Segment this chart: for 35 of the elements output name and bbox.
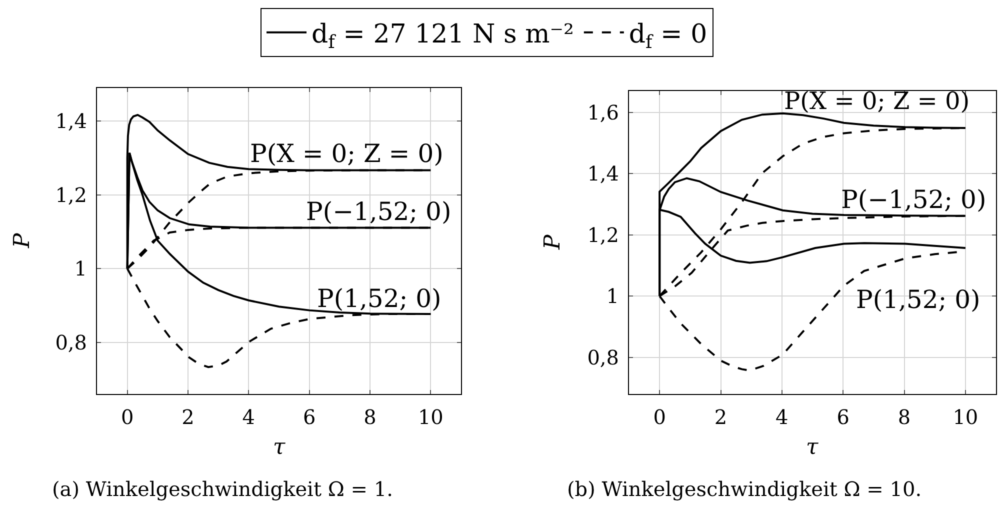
y-tick-label: 1,6 bbox=[587, 100, 619, 124]
annotation: P(−1,52; 0) bbox=[841, 185, 986, 214]
x-axis-title: τ bbox=[273, 435, 286, 460]
x-tick-label: 10 bbox=[952, 405, 978, 429]
x-tick-label: 8 bbox=[898, 405, 911, 429]
legend-label: d$_{f}$ = 0 bbox=[628, 20, 708, 53]
y-tick-label: 1 bbox=[606, 284, 619, 308]
annotation: P(1,52; 0) bbox=[856, 285, 980, 314]
y-tick-label: 1,4 bbox=[587, 162, 619, 186]
x-axis-title: τ bbox=[806, 435, 819, 460]
x-tick-label: 2 bbox=[714, 405, 728, 429]
y-tick-label: 0,8 bbox=[55, 330, 87, 354]
x-tick-label: 8 bbox=[364, 405, 376, 429]
y-axis-title: P bbox=[540, 234, 566, 250]
y-tick-label: 1,4 bbox=[55, 109, 87, 134]
y-axis-title: P bbox=[10, 232, 35, 249]
x-tick-label: 4 bbox=[776, 405, 788, 429]
annotation: P(1,52; 0) bbox=[317, 284, 442, 313]
y-tick-label: 1,2 bbox=[55, 182, 87, 207]
x-tick-label: 4 bbox=[242, 405, 256, 429]
annotation: P(X = 0; Z = 0) bbox=[250, 139, 444, 168]
y-tick-label: 1 bbox=[74, 256, 87, 281]
y-tick-label: 0,8 bbox=[587, 345, 619, 370]
x-tick-label: 0 bbox=[653, 405, 666, 429]
x-tick-label: 0 bbox=[120, 405, 134, 429]
x-tick-label: 2 bbox=[182, 405, 194, 429]
text: (b) Winkelgeschwindigkeit Ω = 10. bbox=[567, 477, 922, 501]
x-tick-label: 10 bbox=[418, 405, 444, 429]
x-tick-label: 6 bbox=[302, 405, 316, 429]
legend-label: d$_{f}$ = 27 121 N s m⁻² bbox=[312, 20, 574, 53]
text: (a) Winkelgeschwindigkeit Ω = 1. bbox=[52, 477, 393, 501]
x-tick-label: 6 bbox=[836, 405, 850, 429]
annotation: P(X = 0; Z = 0) bbox=[784, 87, 970, 115]
y-tick-label: 1,2 bbox=[587, 222, 619, 247]
annotation: P(−1,52; 0) bbox=[306, 197, 452, 226]
